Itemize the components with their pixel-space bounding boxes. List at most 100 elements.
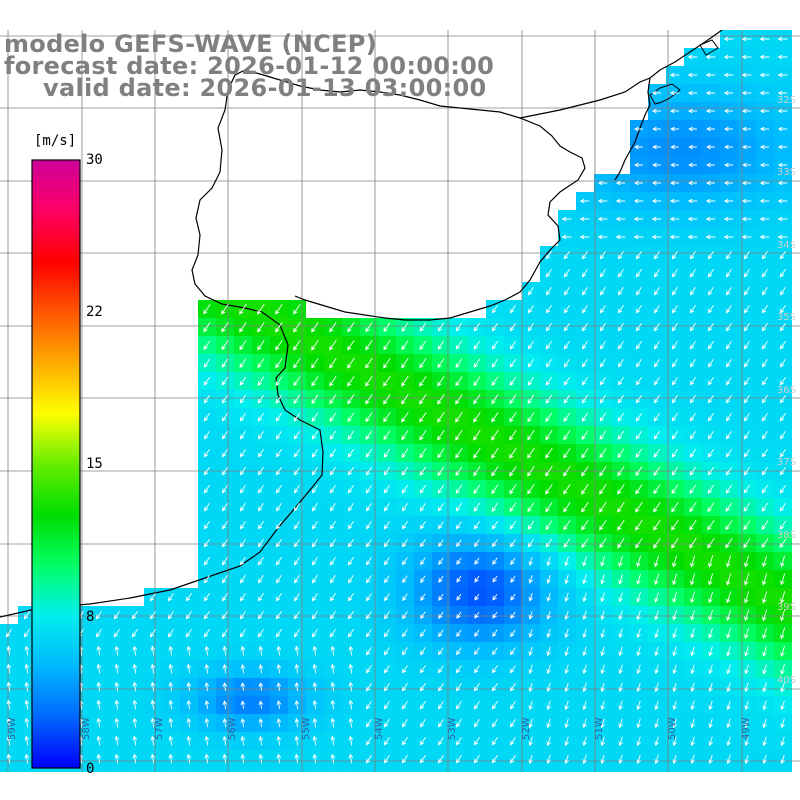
wind-arrow — [203, 449, 210, 458]
wind-arrow — [275, 575, 282, 584]
wind-arrow — [723, 180, 734, 186]
wind-arrow — [723, 36, 734, 42]
wind-arrow — [455, 719, 462, 728]
wind-arrow — [707, 287, 714, 296]
wind-arrow — [528, 556, 533, 566]
wind-arrow — [203, 340, 211, 350]
wind-arrow — [725, 484, 733, 494]
wind-arrow — [473, 466, 481, 477]
wind-arrow — [203, 431, 210, 440]
wind-arrow — [651, 216, 662, 222]
wind-arrow — [561, 234, 572, 240]
wind-arrow — [347, 448, 355, 458]
wind-arrow — [491, 447, 499, 459]
wind-arrow — [762, 627, 768, 640]
wind-arrow — [653, 501, 661, 513]
wind-arrow — [761, 287, 768, 296]
wind-arrow — [329, 575, 336, 584]
wind-arrow — [706, 144, 715, 150]
wind-arrow — [617, 269, 624, 278]
wind-arrow — [509, 683, 516, 692]
wind-arrow — [726, 646, 731, 657]
wind-arrow — [636, 700, 641, 711]
wind-arrow — [473, 411, 481, 423]
wind-arrow — [563, 269, 570, 278]
wind-arrow — [688, 180, 697, 186]
wind-arrow — [527, 358, 534, 368]
wind-arrow — [723, 216, 734, 222]
wind-arrow — [293, 467, 300, 476]
wind-arrow — [473, 394, 481, 405]
wind-arrow — [509, 502, 517, 513]
wind-arrow — [670, 126, 679, 132]
wind-arrow — [599, 251, 606, 260]
wind-arrow — [779, 431, 786, 440]
wind-arrow — [329, 357, 337, 369]
wind-arrow — [347, 412, 355, 423]
wind-arrow — [706, 180, 715, 186]
wind-arrow — [726, 754, 731, 765]
wind-arrow — [239, 629, 246, 638]
wind-arrow — [473, 683, 480, 692]
wind-arrow — [743, 251, 750, 260]
wind-arrow — [741, 90, 752, 96]
wind-arrow — [420, 539, 426, 548]
wind-arrow — [384, 611, 390, 620]
wind-arrow — [6, 645, 12, 656]
wind-arrow — [653, 341, 660, 350]
wind-arrow — [510, 647, 516, 656]
wind-arrow — [491, 484, 499, 495]
wind-arrow — [671, 305, 678, 314]
wind-arrow — [240, 663, 246, 674]
wind-arrow — [761, 520, 769, 530]
wind-arrow — [203, 611, 210, 620]
wind-arrow — [239, 376, 247, 386]
wind-arrow — [312, 753, 318, 764]
colorbar-tick-0: 0 — [86, 761, 95, 777]
wind-arrow — [294, 717, 300, 728]
wind-arrow — [689, 520, 697, 531]
wind-arrow — [24, 645, 30, 656]
wind-arrow — [617, 251, 624, 260]
wind-arrow — [257, 629, 264, 638]
wind-arrow — [635, 251, 642, 260]
wind-arrow — [365, 375, 373, 387]
wind-arrow — [599, 483, 607, 495]
wind-arrow — [257, 611, 264, 620]
wind-arrow — [582, 700, 587, 711]
wind-arrow — [581, 520, 589, 531]
wind-arrow — [690, 609, 695, 621]
lon-label: 49W — [741, 717, 752, 740]
wind-arrow — [347, 485, 354, 494]
wind-arrow — [690, 573, 696, 586]
wind-arrow — [311, 539, 318, 548]
wind-arrow — [618, 664, 623, 675]
wind-arrow — [456, 611, 462, 619]
wind-arrow — [329, 539, 336, 548]
wind-arrow — [779, 467, 786, 476]
wind-arrow — [221, 376, 229, 386]
wind-arrow — [365, 737, 372, 746]
wind-arrow — [671, 430, 678, 440]
lat-label: 40S — [776, 675, 796, 686]
wind-arrow — [545, 465, 553, 477]
wind-arrow — [581, 394, 589, 404]
wind-arrow — [689, 269, 696, 278]
wind-arrow — [437, 340, 445, 351]
wind-arrow — [420, 575, 426, 584]
wind-arrow — [456, 593, 462, 601]
wind-arrow — [383, 719, 390, 728]
wind-arrow — [687, 54, 698, 60]
wind-arrow — [419, 683, 426, 692]
wind-arrow — [777, 54, 788, 60]
wind-arrow — [401, 411, 409, 423]
wind-arrow — [599, 394, 606, 404]
wind-arrow — [528, 718, 533, 729]
wind-arrow — [275, 485, 282, 494]
wind-arrow — [527, 412, 535, 423]
wind-arrow — [419, 701, 426, 710]
wind-arrow — [509, 520, 517, 530]
wind-arrow — [725, 502, 733, 512]
wind-arrow — [203, 358, 211, 368]
wind-arrow — [635, 430, 643, 440]
